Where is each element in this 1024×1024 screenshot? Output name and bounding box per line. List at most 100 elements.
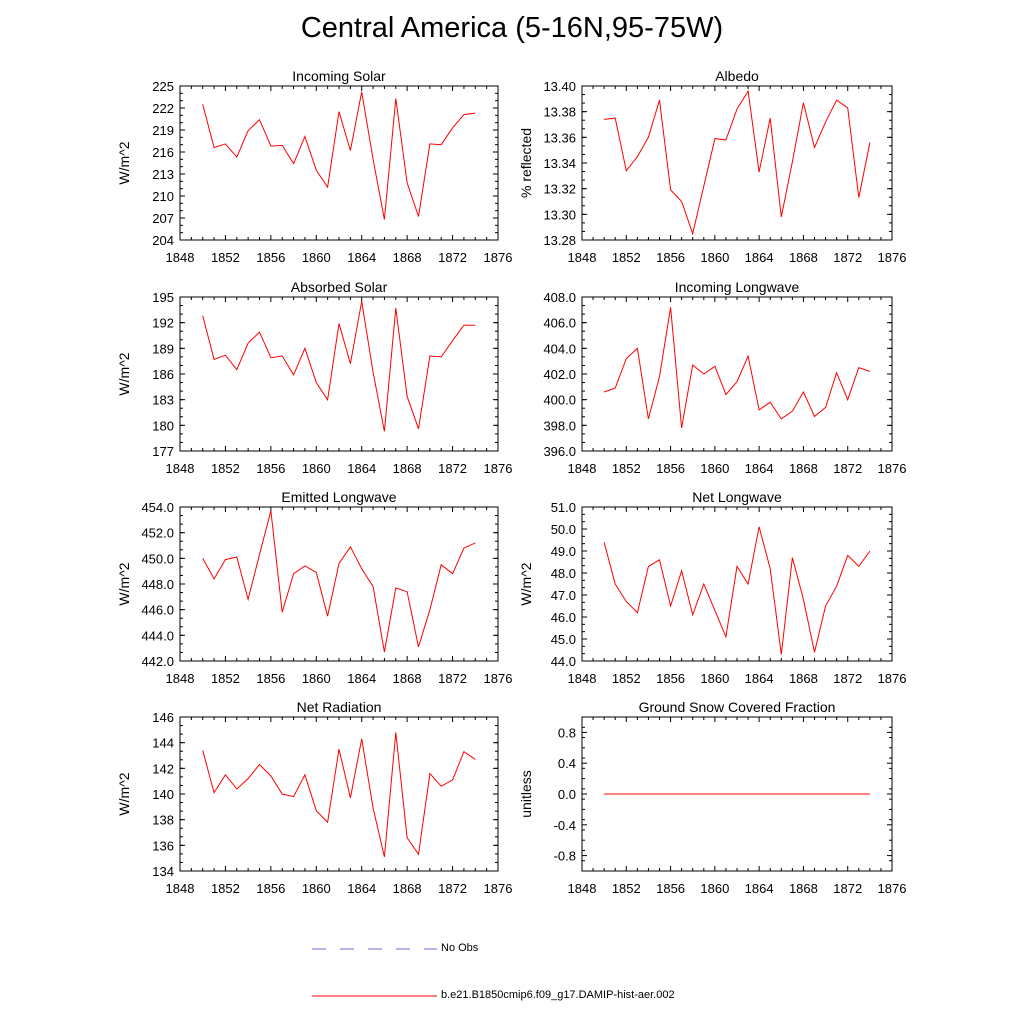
y-tick-label: 46.0: [551, 610, 576, 625]
x-tick-label: 1864: [745, 671, 774, 686]
x-tick-label: 1848: [568, 461, 597, 476]
y-tick-label: 406.0: [543, 316, 576, 331]
y-tick-label: 142: [152, 761, 174, 776]
panel-title: Ground Snow Covered Fraction: [639, 699, 836, 715]
x-tick-label: 1852: [612, 671, 641, 686]
y-tick-label: 454.0: [141, 500, 174, 515]
y-tick-label: 45.0: [551, 632, 576, 647]
y-tick-label: 402.0: [543, 367, 576, 382]
panel-title: Albedo: [715, 68, 759, 84]
x-tick-label: 1872: [438, 250, 467, 265]
x-tick-label: 1872: [833, 250, 862, 265]
x-tick-label: 1852: [612, 881, 641, 896]
y-tick-label: 136: [152, 838, 174, 853]
y-axis-label: % reflected: [518, 128, 534, 198]
x-tick-label: 1864: [745, 881, 774, 896]
x-tick-label: 1864: [745, 250, 774, 265]
x-tick-label: 1860: [700, 461, 729, 476]
x-tick-label: 1868: [789, 250, 818, 265]
panel-title: Net Longwave: [692, 489, 782, 505]
y-axis-label: W/m^2: [116, 141, 132, 184]
x-tick-label: 1868: [393, 671, 422, 686]
x-tick-label: 1852: [211, 250, 240, 265]
y-tick-label: 138: [152, 813, 174, 828]
x-tick-label: 1860: [700, 671, 729, 686]
plot-frame: [179, 716, 499, 872]
y-tick-label: 48.0: [551, 566, 576, 581]
series-line-1: [604, 89, 871, 236]
panel-title: Incoming Longwave: [675, 279, 800, 295]
x-tick-label: 1856: [656, 881, 685, 896]
x-tick-label: 1852: [211, 671, 240, 686]
chart-panel-3: Absorbed Solar W/m^2 1848 1852 1856 1860 1864 1…: [116, 279, 512, 476]
y-axis-label: W/m^2: [518, 562, 534, 605]
y-tick-label: 180: [152, 418, 174, 433]
y-tick-label: 146: [152, 710, 174, 725]
series-line-1: [603, 526, 871, 655]
y-tick-label: 0.4: [558, 756, 576, 771]
y-tick-label: 13.30: [543, 207, 576, 222]
y-axis-label: W/m^2: [116, 352, 132, 395]
x-tick-label: 1876: [878, 671, 907, 686]
chart-panel-8: Ground Snow Covered Fraction unitless 1848…: [518, 699, 906, 896]
plot-frame: [179, 296, 499, 452]
y-tick-label: 13.36: [543, 130, 576, 145]
x-tick-label: 1872: [833, 461, 862, 476]
x-tick-label: 1860: [302, 250, 331, 265]
x-tick-label: 1860: [302, 461, 331, 476]
plot-frame: [179, 506, 499, 662]
y-tick-label: 207: [152, 211, 174, 226]
x-tick-label: 1868: [393, 461, 422, 476]
y-tick-label: 219: [152, 123, 174, 138]
x-tick-label: 1848: [166, 250, 195, 265]
x-tick-label: 1876: [878, 461, 907, 476]
y-axis-label: W/m^2: [116, 772, 132, 815]
x-tick-label: 1872: [438, 461, 467, 476]
plot-frame: [581, 296, 893, 452]
y-tick-label: 13.28: [543, 233, 576, 248]
chart-panel-5: Emitted Longwave W/m^2 1848 1852 1856 1860 186…: [116, 489, 512, 686]
y-tick-label: 442.0: [141, 654, 174, 669]
x-tick-label: 1868: [789, 881, 818, 896]
y-tick-label: 50.0: [551, 522, 576, 537]
y-tick-label: 448.0: [141, 577, 174, 592]
x-tick-label: 1868: [393, 250, 422, 265]
y-tick-label: 0.8: [558, 725, 576, 740]
x-tick-label: 1856: [656, 671, 685, 686]
y-tick-label: 13.40: [543, 79, 576, 94]
y-tick-label: 47.0: [551, 588, 576, 603]
y-tick-label: 444.0: [141, 628, 174, 643]
x-tick-label: 1856: [256, 881, 285, 896]
x-tick-label: 1864: [347, 881, 376, 896]
x-tick-label: 1868: [393, 881, 422, 896]
x-tick-label: 1876: [878, 250, 907, 265]
x-tick-label: 1876: [484, 461, 513, 476]
series-line-1: [202, 510, 476, 653]
plot-frame: [179, 85, 499, 241]
x-tick-label: 1856: [256, 250, 285, 265]
x-tick-label: 1864: [347, 671, 376, 686]
x-tick-label: 1856: [256, 671, 285, 686]
chart-panel-4: Incoming Longwave 1848 1852 1856 1860 1864 186…: [543, 279, 906, 476]
chart-panel-1: Incoming Solar W/m^2 1848 1852 1856 1860 1864 1…: [116, 68, 512, 265]
chart-panel-7: Net Radiation W/m^2 1848 1852 1856 1860 1864 18…: [116, 699, 512, 896]
series-line-1: [202, 91, 476, 220]
chart-panel-6: Net Longwave W/m^2 1848 1852 1856 1860 1864 186…: [518, 489, 906, 686]
y-tick-label: 13.32: [543, 182, 576, 197]
x-tick-label: 1860: [700, 881, 729, 896]
y-tick-label: 396.0: [543, 444, 576, 459]
y-tick-label: 400.0: [543, 393, 576, 408]
y-tick-label: 446.0: [141, 603, 174, 618]
x-tick-label: 1872: [438, 671, 467, 686]
series-line-1: [202, 732, 476, 858]
series-line-1: [202, 301, 476, 432]
x-tick-label: 1876: [484, 881, 513, 896]
y-tick-label: 44.0: [551, 654, 576, 669]
x-tick-label: 1848: [568, 671, 597, 686]
x-tick-label: 1876: [484, 250, 513, 265]
plot-frame: [581, 506, 893, 662]
x-tick-label: 1864: [347, 250, 376, 265]
x-tick-label: 1848: [568, 250, 597, 265]
y-tick-label: 13.34: [543, 156, 576, 171]
x-tick-label: 1856: [656, 461, 685, 476]
